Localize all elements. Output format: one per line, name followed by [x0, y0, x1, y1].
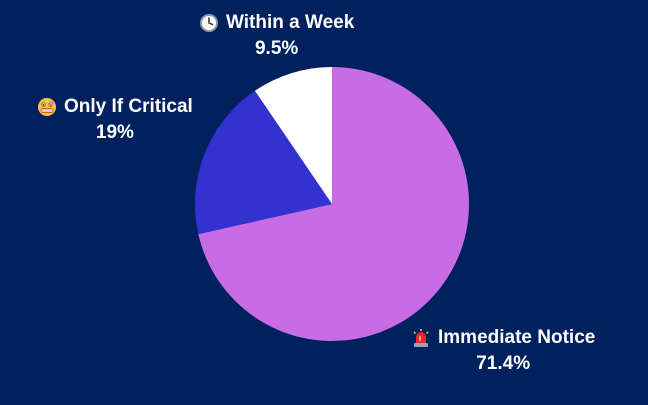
- label-within-a-week: Within a Week 9.5%: [199, 10, 354, 62]
- label-immediate-notice-text: Immediate Notice: [438, 327, 596, 348]
- zipper-mouth-face-icon: [38, 98, 56, 116]
- label-within-a-week-percent: 9.5%: [254, 38, 299, 59]
- slice-only-if-critical: [194, 90, 332, 235]
- label-only-if-critical-percent: 19%: [95, 122, 134, 143]
- label-within-a-week-text: Within a Week: [226, 12, 355, 33]
- label-only-if-critical: Only If Critical 19%: [37, 94, 193, 146]
- clock-icon: [200, 14, 218, 32]
- label-only-if-critical-text: Only If Critical: [64, 96, 193, 117]
- label-immediate-notice: Immediate Notice 71.4%: [411, 325, 595, 377]
- label-immediate-notice-percent: 71.4%: [476, 353, 531, 374]
- siren-icon: [413, 329, 429, 347]
- slice-within-a-week: [254, 67, 332, 204]
- slice-immediate-notice: [198, 67, 469, 341]
